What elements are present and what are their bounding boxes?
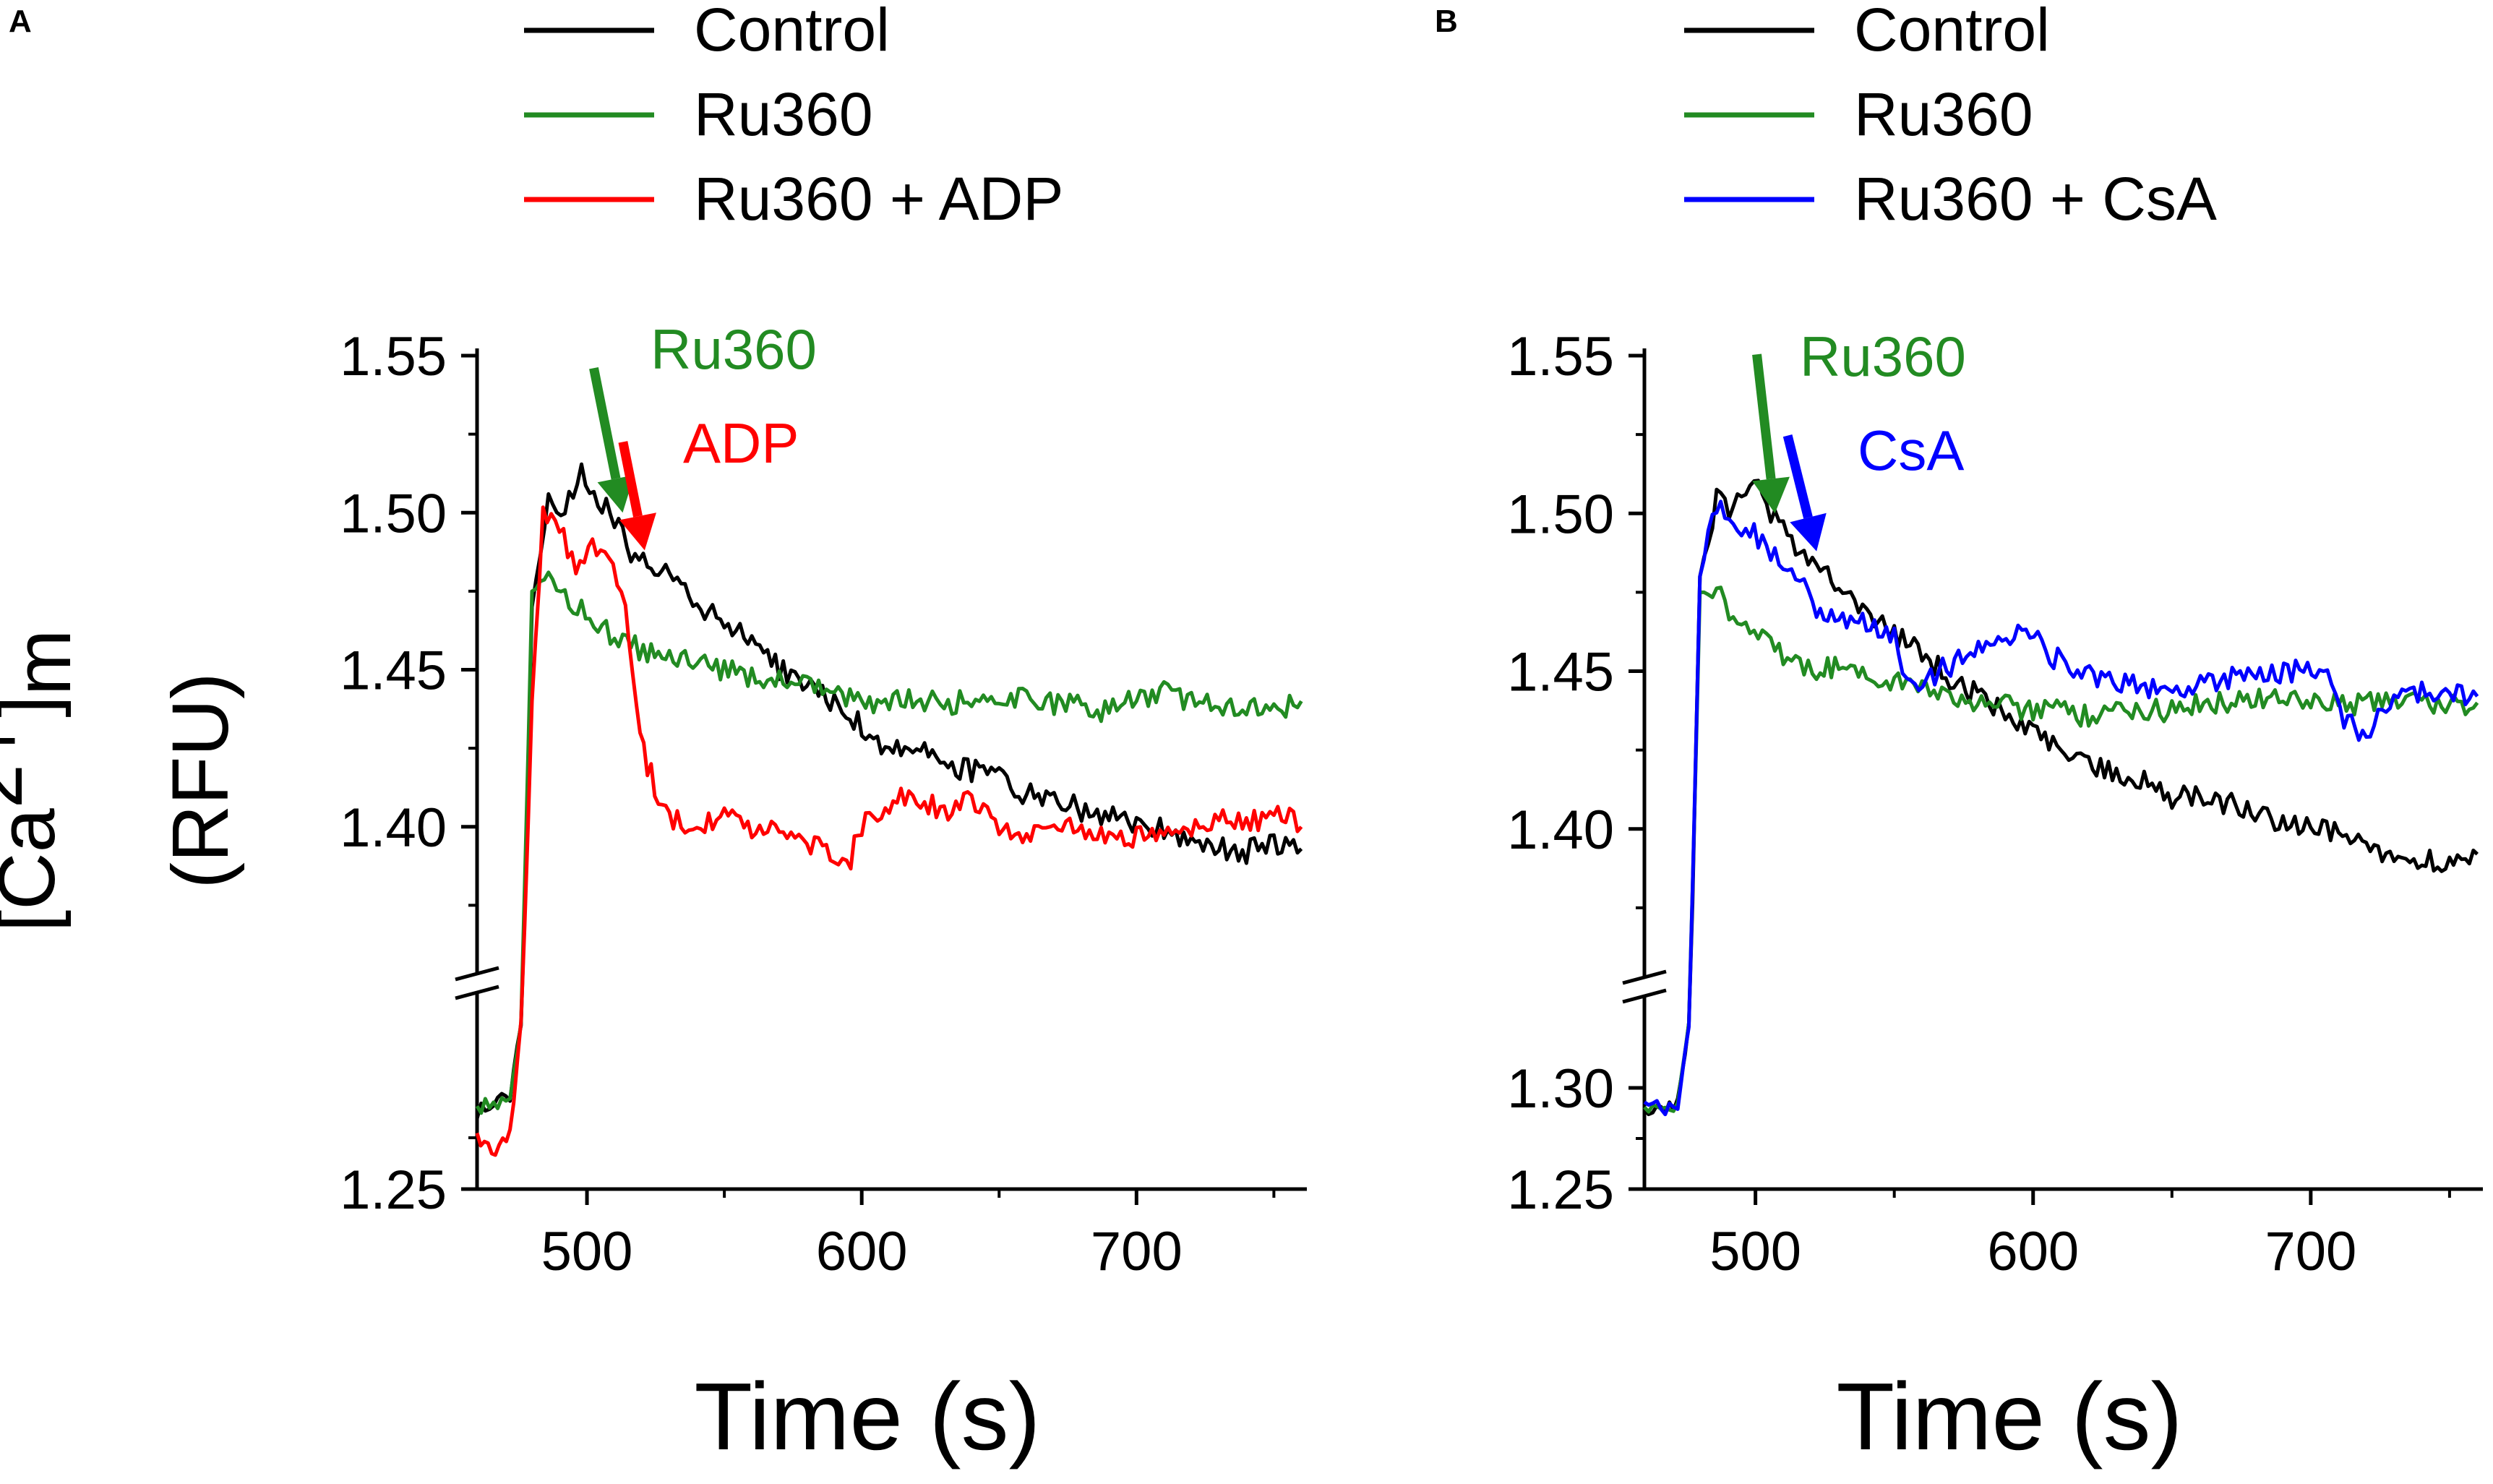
- y-axis-label-a-close: ]: [0, 695, 72, 718]
- panel-a-series-control: [475, 462, 1303, 1120]
- panel-a-annotation-arrow-shaft-0: [589, 366, 621, 480]
- annotation-a-adp-label: ADP: [683, 411, 799, 475]
- panel-a-axes: 1.25 1.40 1.45 1.50 1.55 500 600 700: [340, 326, 1307, 1282]
- panel-b-ytick-label-3: 1.45: [1507, 642, 1614, 703]
- panel-a-xtick-label-1: 600: [816, 1221, 908, 1282]
- panel-b-annotation-arrow-head-0: [1752, 476, 1790, 514]
- panel-b-ytick-label-1: 1.30: [1507, 1058, 1614, 1120]
- panel-a-letter: A: [9, 4, 32, 39]
- panel-a-annotation-arrow-shaft-1: [618, 441, 643, 518]
- panel-a-annotation-arrow-head-0: [597, 475, 635, 513]
- panel-a-x-axis-title: Time (s): [694, 1363, 1040, 1470]
- annotation-b-csa-label: CsA: [1858, 419, 1964, 482]
- panel-a-ytick-label-1: 1.40: [340, 797, 447, 859]
- panel-b-series-control: [1643, 479, 2479, 1117]
- panel-b-legend: Control Ru360 Ru360 + CsA: [1684, 0, 2217, 233]
- panel-b-series-ru360-csa: [1643, 499, 2479, 1117]
- panel-b-xtick-label-0: 500: [1709, 1221, 1801, 1282]
- panel-a-xtick-label-0: 500: [541, 1221, 633, 1282]
- legend-b-csa-label: Ru360 + CsA: [1854, 165, 2217, 233]
- panel-b-annotation-arrow-shaft-1: [1782, 434, 1813, 519]
- panel-a-series-ru360-adp: [475, 505, 1303, 1157]
- panel-a-legend: Control Ru360 Ru360 + ADP: [524, 0, 1063, 233]
- panel-b-letter: B: [1435, 4, 1458, 39]
- panel-b: B Control Ru360 Ru360 + CsA Time (s) 1.2…: [1435, 0, 2483, 1470]
- panel-b-series-ru360: [1643, 586, 2479, 1114]
- panel-b-xtick-label-1: 600: [1987, 1221, 2079, 1282]
- panel-a-xtick-label-2: 700: [1091, 1221, 1183, 1282]
- panel-a: A Control Ru360 Ru360 + ADP [Ca2+]m (RFU…: [0, 0, 1307, 1470]
- panel-b-annotation-arrow-head-1: [1790, 512, 1827, 552]
- panel-a-ytick-label-0: 1.25: [340, 1159, 447, 1221]
- panel-a-axis-break-mark-lower: [455, 985, 499, 1000]
- panel-b-plot-area: [1643, 479, 2479, 1117]
- y-axis-label-a-line1: [Ca2+]m: [0, 630, 87, 932]
- panel-b-axis-break-mark-upper: [1622, 969, 1667, 985]
- y-axis-label-a-sup: 2+: [0, 718, 39, 808]
- y-axis-label-a-open: [Ca: [0, 807, 72, 932]
- panel-a-series-ru360: [475, 570, 1303, 1115]
- panel-a-annotation-arrow-head-1: [619, 512, 656, 551]
- legend-a-adp-label: Ru360 + ADP: [694, 165, 1063, 233]
- y-axis-label-a-unit: (RFU): [156, 672, 245, 888]
- panel-a-ytick-label-2: 1.45: [340, 640, 447, 702]
- panel-b-annotation-arrow-shaft-0: [1752, 353, 1776, 480]
- panel-b-ytick-label-2: 1.40: [1507, 799, 1614, 861]
- panel-b-ytick-label-0: 1.25: [1507, 1159, 1614, 1221]
- panel-a-ytick-label-3: 1.50: [340, 483, 447, 544]
- panel-a-y-axis-label: [Ca2+]m (RFU): [0, 630, 245, 932]
- panel-a-axis-break-mark-upper: [455, 966, 499, 982]
- panel-a-annotations: Ru360 ADP: [589, 317, 817, 551]
- legend-b-ru360-label: Ru360: [1854, 80, 2033, 148]
- annotation-b-ru360-label: Ru360: [1800, 325, 1966, 388]
- legend-b-control-label: Control: [1854, 0, 2050, 64]
- panel-a-ytick-label-4: 1.55: [340, 326, 447, 387]
- legend-a-ru360-label: Ru360: [694, 80, 873, 148]
- panel-b-ytick-label-4: 1.50: [1507, 484, 1614, 545]
- legend-a-control-label: Control: [694, 0, 890, 64]
- annotation-a-ru360-label: Ru360: [651, 317, 817, 381]
- panel-b-axes: 1.25 1.30 1.40 1.45 1.50 1.55 500 600 700: [1507, 326, 2483, 1282]
- panel-b-x-axis-title: Time (s): [1836, 1363, 2182, 1470]
- panel-b-ytick-label-5: 1.55: [1507, 326, 1614, 387]
- panel-a-plot-area: [475, 462, 1303, 1157]
- panel-b-annotations: Ru360 CsA: [1752, 325, 1966, 552]
- panel-b-xtick-label-2: 700: [2265, 1221, 2356, 1282]
- panel-b-axis-break-mark-lower: [1622, 988, 1667, 1004]
- y-axis-label-a-sub: m: [0, 630, 87, 696]
